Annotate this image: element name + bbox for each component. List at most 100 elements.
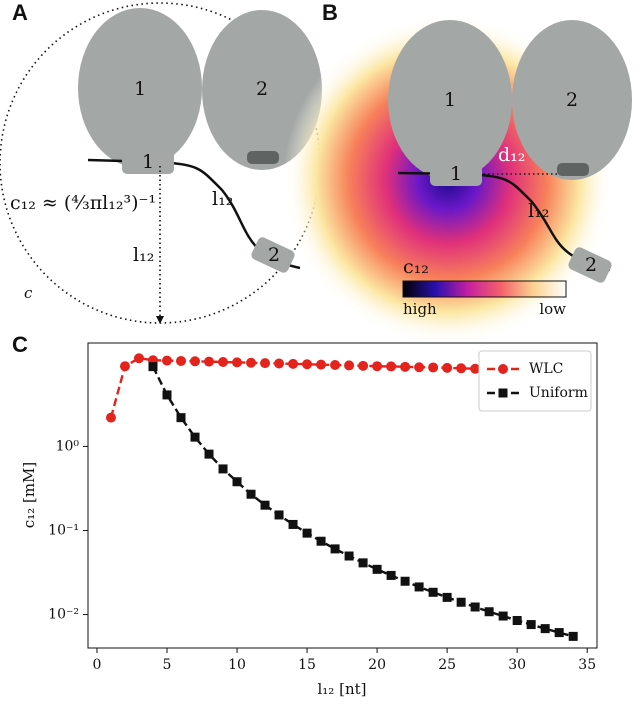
x-tick-label: 15 (298, 657, 316, 673)
panel-label: A (12, 0, 28, 25)
ribosome (78, 8, 202, 168)
site (122, 150, 174, 174)
ribosome-label: 1 (134, 78, 146, 100)
legend-label: WLC (529, 361, 563, 377)
y-tick-label: 10⁰ (56, 438, 80, 454)
ribosome (388, 20, 512, 180)
data-point (498, 611, 508, 621)
data-point (386, 361, 397, 372)
data-point (302, 359, 313, 370)
legend-label: Uniform (529, 385, 588, 401)
panel-label: B (322, 0, 338, 25)
data-point (204, 356, 215, 367)
data-point (274, 358, 285, 369)
data-point (400, 361, 411, 372)
site (430, 162, 482, 186)
y-tick-label: 10⁻¹ (48, 522, 79, 538)
site-label: 2 (268, 244, 280, 266)
panel-c: C c₁₂ [mM] l₁₂ [nt] (12, 332, 598, 698)
data-point (526, 620, 536, 630)
data-point (148, 362, 158, 372)
data-point (428, 587, 438, 597)
colorbar-tick: low (539, 300, 566, 318)
data-point (190, 356, 201, 367)
data-point (218, 464, 228, 474)
data-point (260, 358, 271, 369)
x-tick-label: 5 (163, 657, 172, 673)
data-point (372, 564, 382, 574)
y-tick-label: 10⁻² (48, 607, 79, 623)
data-point (302, 528, 312, 538)
data-point (274, 510, 284, 520)
data-point (512, 615, 522, 625)
data-point (386, 570, 396, 580)
data-point (372, 361, 383, 372)
x-tick-label: 20 (368, 657, 386, 673)
data-point (442, 592, 452, 602)
linker-label: l₁₂ (528, 200, 549, 222)
data-point (470, 602, 480, 612)
data-point (260, 500, 270, 510)
data-point (316, 359, 327, 370)
distance-label: d₁₂ (498, 144, 525, 166)
x-tick-label: 30 (508, 657, 526, 673)
x-tick-label: 0 (93, 657, 102, 673)
data-point (204, 449, 214, 459)
data-point (288, 358, 299, 369)
site (251, 237, 295, 273)
y-axis-label: c₁₂ [mM] (20, 462, 38, 528)
data-point (119, 361, 130, 372)
radius-label: l₁₂ (133, 244, 154, 266)
data-point (400, 576, 410, 586)
data-point (330, 544, 340, 554)
data-point (456, 363, 467, 374)
data-point (442, 362, 453, 373)
colorbar-tick: high (403, 300, 437, 318)
panel-b: B 1 2 1 2 d₁₂ l₁₂ c₁₂ high low (283, 0, 632, 345)
data-point (540, 624, 550, 634)
ribosome-label: 1 (444, 89, 456, 111)
exit-site (557, 163, 589, 176)
ribosome (512, 20, 632, 180)
data-point (176, 413, 186, 423)
volume-label: c (24, 284, 33, 302)
data-point (358, 558, 368, 568)
data-point (232, 477, 242, 487)
data-point (246, 489, 256, 499)
data-point (162, 390, 172, 400)
site (568, 247, 612, 283)
legend-marker (498, 364, 508, 374)
data-point (554, 628, 564, 638)
data-point (428, 362, 439, 373)
ribosome-label: 2 (566, 89, 578, 111)
data-point (133, 353, 144, 364)
colorbar-title: c₁₂ (403, 256, 429, 278)
arrow-head (156, 316, 164, 324)
data-point (456, 597, 466, 607)
legend-marker (498, 388, 508, 398)
ribosome-label: 2 (256, 78, 268, 100)
data-point (218, 357, 229, 368)
data-point (358, 360, 369, 371)
panel-a: A 1 2 1 2 c₁₂ ≈ (⁴⁄₃πl₁₂³)⁻¹ l₁₂ l₁₂ c (0, 0, 322, 324)
data-point (105, 412, 116, 423)
data-point (414, 582, 424, 592)
data-point (484, 607, 494, 617)
data-point (288, 519, 298, 529)
linker-label: l₁₂ (212, 188, 233, 210)
x-axis-label: l₁₂ [nt] (318, 680, 367, 698)
data-point (232, 357, 243, 368)
data-point (161, 355, 172, 366)
x-tick-label: 25 (438, 657, 456, 673)
data-point (316, 536, 326, 546)
exit-site (247, 151, 279, 164)
data-point (568, 631, 578, 641)
data-point (176, 355, 187, 366)
site-label: 1 (142, 151, 154, 173)
data-point (344, 360, 355, 371)
formula: c₁₂ ≈ (⁴⁄₃πl₁₂³)⁻¹ (10, 192, 156, 214)
data-point (190, 432, 200, 442)
site-label: 2 (585, 254, 597, 276)
data-point (414, 362, 425, 373)
